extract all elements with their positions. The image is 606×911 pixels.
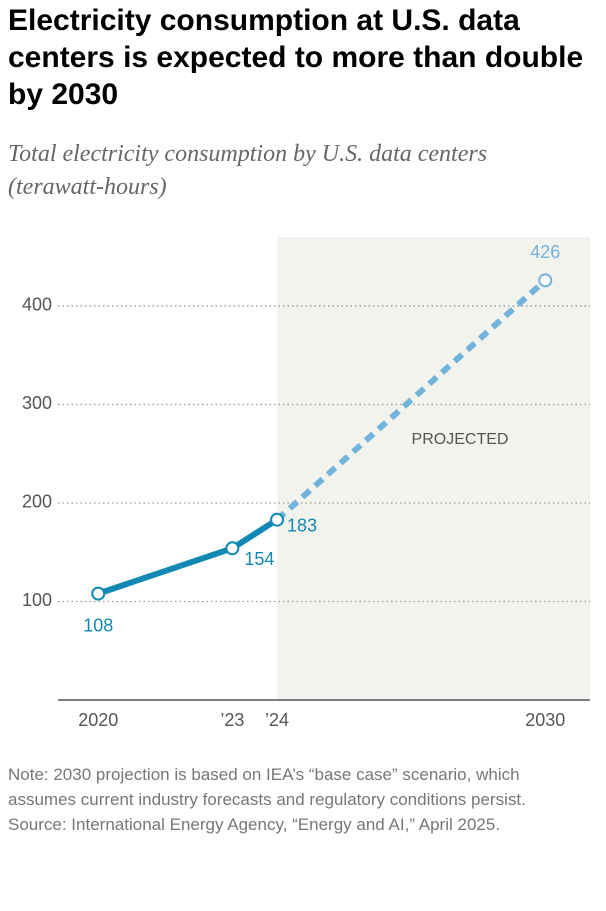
point <box>270 512 285 527</box>
chart-subtitle: Total electricity consumption by U.S. da… <box>8 141 488 200</box>
note: Note: 2030 projection is based on IEA’s … <box>8 765 526 809</box>
x-tick-label: ’23 <box>220 710 244 730</box>
chart-title: Electricity consumption at U.S. data cen… <box>8 4 584 111</box>
x-tick-label: 2030 <box>525 710 565 730</box>
projected-line <box>275 278 548 522</box>
point <box>225 541 240 556</box>
data-label: 426 <box>530 242 560 262</box>
data-label: 154 <box>244 549 274 569</box>
projected-region <box>277 237 590 700</box>
y-tick-label: 300 <box>22 393 52 413</box>
point <box>538 273 553 288</box>
data-label: 108 <box>83 615 113 635</box>
notes: Note: 2030 projection is based on IEA’s … <box>8 762 568 837</box>
chart: PROJECTED 100 200 300 400 2020 ’23 ’24 2030 108 15… <box>22 237 590 730</box>
x-tick-label: 2020 <box>78 710 118 730</box>
source: Source: International Energy Agency, “En… <box>8 815 501 834</box>
data-label: 183 <box>287 515 317 535</box>
y-tick-label: 200 <box>22 492 52 512</box>
y-tick-label: 100 <box>22 590 52 610</box>
y-tick-label: 400 <box>22 295 52 315</box>
projected-label: PROJECTED <box>412 431 509 448</box>
point <box>91 586 106 601</box>
x-tick-label: ’24 <box>265 710 289 730</box>
